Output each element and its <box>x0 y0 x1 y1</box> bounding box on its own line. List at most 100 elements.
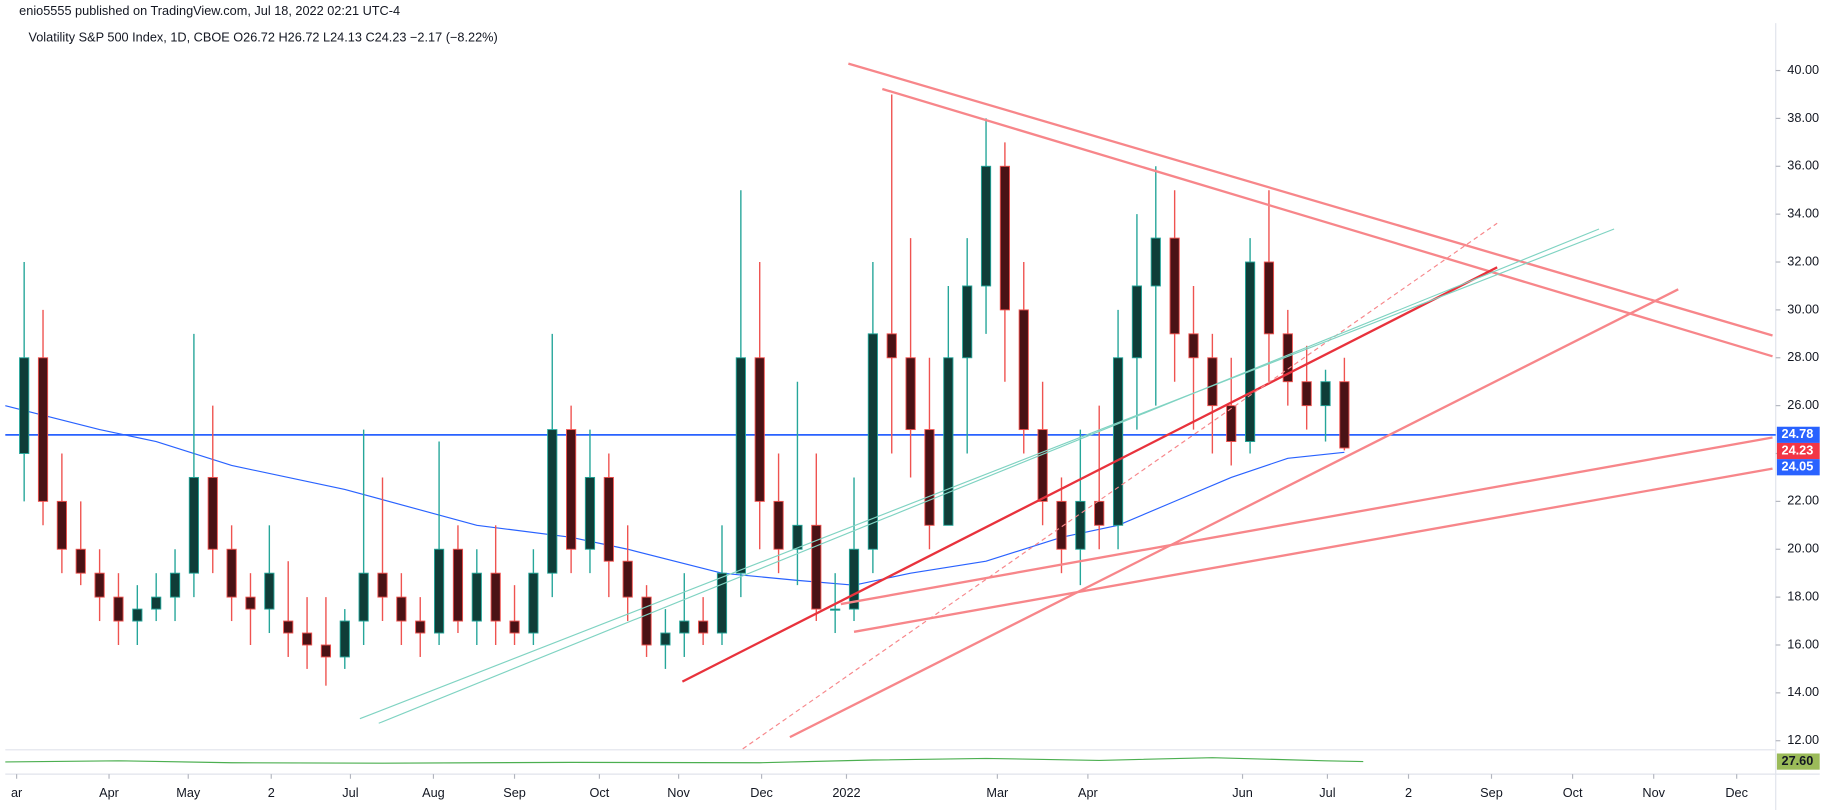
candle-body <box>339 620 350 658</box>
x-tick-label: Jul <box>1319 785 1335 800</box>
candle-body <box>528 572 539 634</box>
trend-line <box>378 228 1600 724</box>
x-tick-label: Oct <box>590 785 610 800</box>
y-tick-label: 40.00 <box>1787 62 1819 77</box>
candle-body <box>1226 405 1237 443</box>
candle-body <box>1150 237 1161 287</box>
candle-body <box>848 548 860 610</box>
trend-line <box>789 288 1679 739</box>
candle-body <box>830 608 841 611</box>
trend-line <box>853 467 1773 633</box>
candle-body <box>301 632 313 646</box>
candle-body <box>716 572 728 634</box>
x-tick-label: Aug <box>422 785 445 800</box>
y-tick-label: 28.00 <box>1787 349 1819 364</box>
x-tick-label: Sep <box>503 785 526 800</box>
candle-body <box>773 500 784 550</box>
price-label: 24.78 <box>1782 426 1814 441</box>
candle-body <box>433 548 445 634</box>
indicator-line <box>5 757 1364 764</box>
price-label: 24.05 <box>1782 459 1814 474</box>
x-tick-label: Nov <box>667 785 690 800</box>
candle-body <box>37 357 49 502</box>
candle-body <box>19 357 30 454</box>
candle-body <box>377 572 388 598</box>
candle-body <box>283 620 294 634</box>
x-tick-label: Mar <box>986 785 1009 800</box>
candle-body <box>1244 261 1256 443</box>
candle-body <box>1320 381 1331 407</box>
candle-body <box>1207 357 1218 407</box>
candle-body <box>660 632 671 646</box>
candle-body <box>207 476 218 550</box>
candle-body <box>547 429 558 574</box>
trend-line <box>848 62 1773 337</box>
trend-line <box>840 436 1773 606</box>
candle-body <box>679 620 690 634</box>
candle-body <box>1131 285 1143 359</box>
y-tick-label: 14.00 <box>1787 684 1819 699</box>
candle-body <box>603 476 614 562</box>
indicator-label: 27.60 <box>1782 753 1814 768</box>
candle-body <box>584 476 596 550</box>
candle-body <box>188 476 199 574</box>
candle-body <box>358 572 369 622</box>
candle-body <box>132 608 143 622</box>
candle-body <box>980 165 992 287</box>
candle-body <box>415 620 426 634</box>
candle-body <box>924 429 935 526</box>
y-tick-label: 22.00 <box>1787 493 1819 508</box>
trend-line <box>881 87 1773 358</box>
candle-body <box>566 429 577 550</box>
y-tick-label: 36.00 <box>1787 158 1819 173</box>
x-tick-label: 2022 <box>832 785 860 800</box>
trend-line <box>359 228 1615 720</box>
candle-body <box>811 524 822 610</box>
y-tick-label: 16.00 <box>1787 636 1819 651</box>
candle-body <box>396 596 407 622</box>
legend: Volatility S&P 500 Index, 1D, CBOE O26.7… <box>28 30 497 45</box>
candle-body <box>1188 333 1199 359</box>
x-tick-label: ar <box>11 785 23 800</box>
candle-body <box>622 560 633 598</box>
candle-body <box>886 333 897 359</box>
candle-body <box>56 500 67 550</box>
candle-body <box>1301 381 1312 407</box>
candle-body <box>245 596 256 610</box>
y-tick-label: 12.00 <box>1787 732 1819 747</box>
candle-body <box>113 596 124 622</box>
candle-body <box>471 572 482 622</box>
candle-body <box>75 548 86 574</box>
x-tick-label: Dec <box>750 785 773 800</box>
x-tick-label: Jul <box>342 785 358 800</box>
y-tick-label: 30.00 <box>1787 301 1819 316</box>
candle-body <box>1112 357 1124 526</box>
x-tick-label: Jun <box>1232 785 1253 800</box>
candle-body <box>698 620 709 634</box>
candle-body <box>943 357 954 526</box>
x-tick-label: May <box>176 785 201 800</box>
x-tick-label: Oct <box>1563 785 1583 800</box>
x-tick-label: Apr <box>99 785 120 800</box>
y-tick-label: 18.00 <box>1787 588 1819 603</box>
candle-body <box>1339 381 1350 449</box>
price-label-box <box>1776 442 1820 460</box>
candle-body <box>867 333 878 550</box>
y-tick-label: 38.00 <box>1787 110 1819 125</box>
trend-line <box>681 266 1498 683</box>
candle-body <box>151 596 162 610</box>
x-tick-label: 2 <box>268 785 275 800</box>
candle-body <box>1075 500 1086 550</box>
candle-body <box>1018 309 1029 431</box>
candle-body <box>1094 500 1105 526</box>
price-label: 24.23 <box>1782 442 1814 457</box>
candle-body <box>1263 261 1275 335</box>
candle-body <box>1169 237 1180 335</box>
candle-body <box>509 620 520 634</box>
price-label-box <box>1776 426 1820 443</box>
candle-body <box>641 596 652 646</box>
candle-body <box>1056 500 1067 550</box>
candle-body <box>169 572 181 598</box>
